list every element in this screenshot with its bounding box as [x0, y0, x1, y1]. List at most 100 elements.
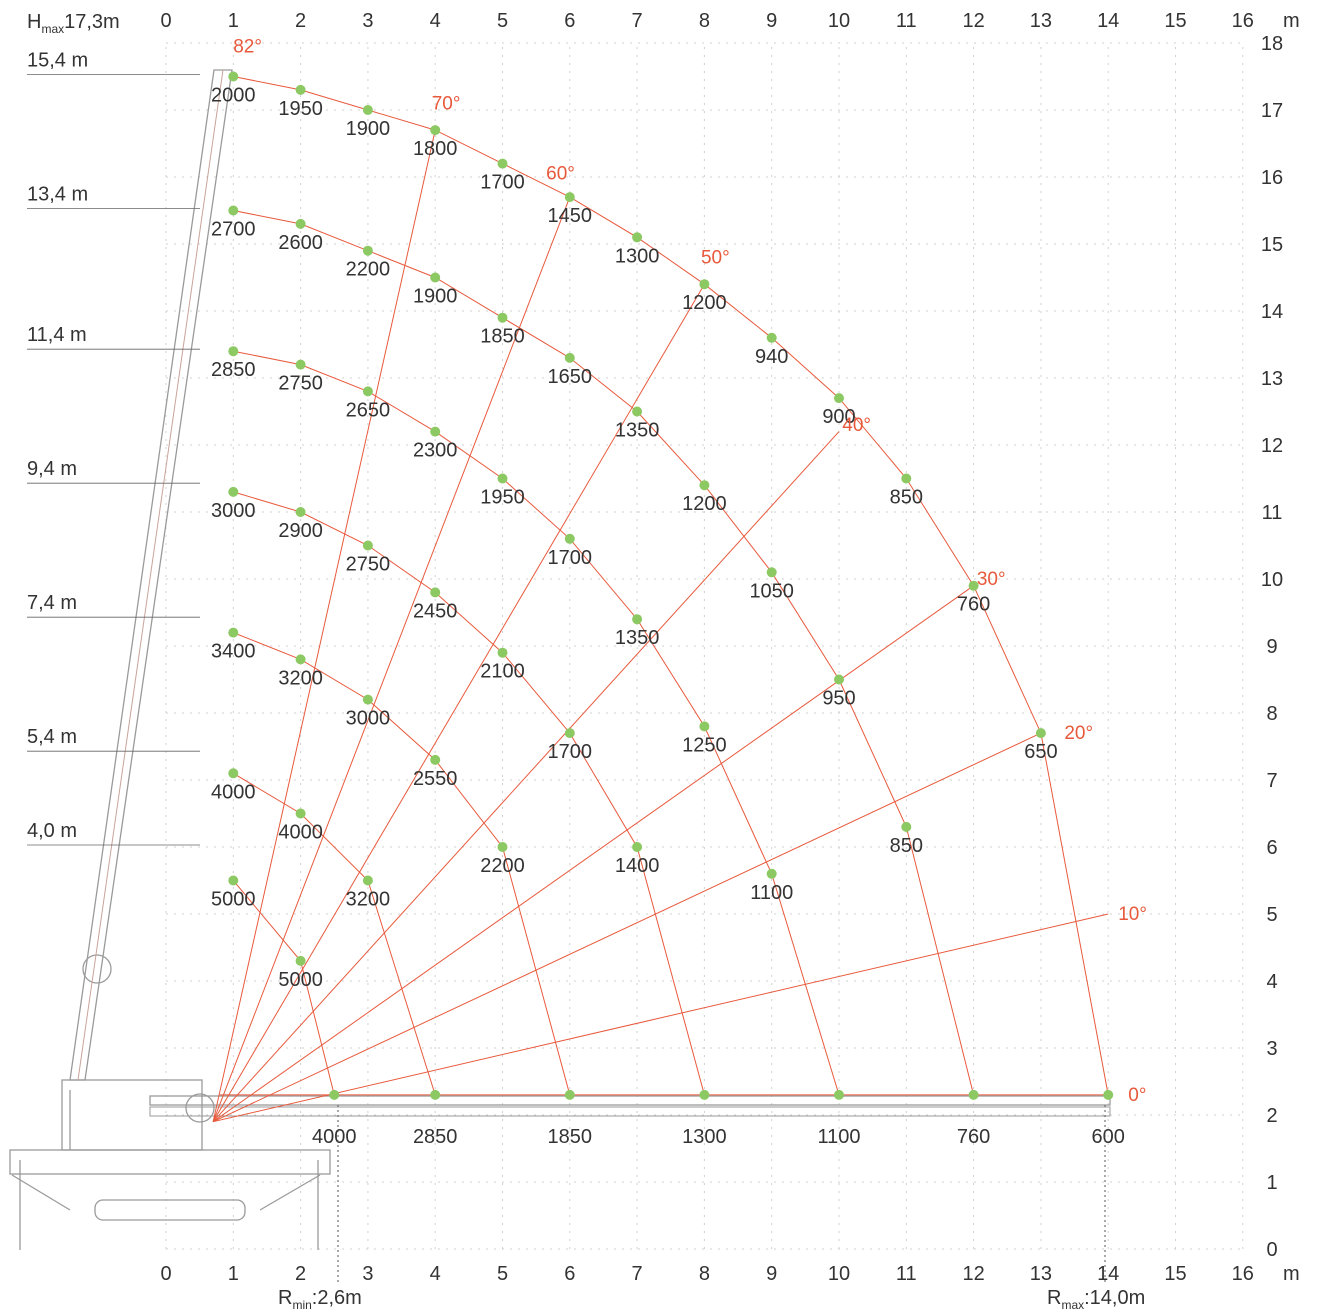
load-value: 1200: [682, 292, 727, 314]
y-tick: 12: [1261, 435, 1283, 457]
rmax-label: Rmax:14,0m: [1047, 1287, 1145, 1312]
load-point: [295, 359, 306, 370]
load-value: 950: [822, 688, 855, 710]
angle-ray: [212, 913, 1109, 1123]
angle-labels: 82° 70° 60° 50° 40° 30° 20° 10° 0°: [233, 36, 1147, 1106]
load-points: [228, 71, 1114, 1100]
x-tick-top: 10: [828, 10, 850, 32]
load-point: [834, 393, 844, 404]
load-point: [228, 205, 239, 216]
grid: [165, 42, 1244, 1250]
y-tick: 5: [1266, 904, 1277, 926]
boom-length-label: 11,4 m: [27, 324, 87, 346]
x-tick-bottom: 4: [430, 1263, 441, 1285]
load-point: [228, 627, 239, 638]
angle-ray: [212, 129, 436, 1122]
load-value: 850: [890, 487, 923, 509]
x-tick-bottom: 15: [1164, 1263, 1186, 1285]
x-tick-bottom: 11: [896, 1263, 917, 1285]
load-point: [564, 728, 575, 739]
angle-label: 0°: [1128, 1085, 1146, 1106]
load-point: [295, 507, 306, 517]
load-value: 5000: [278, 969, 323, 991]
load-point: [430, 426, 441, 437]
boom-length-label: 13,4 m: [27, 184, 88, 206]
y-tick: 17: [1261, 100, 1283, 122]
axis-ticks: 0011223344556677889910101111121213131414…: [160, 10, 1299, 1285]
load-value: 1900: [413, 286, 458, 308]
load-value: 1350: [615, 627, 660, 649]
x-tick-bottom: 9: [766, 1263, 777, 1285]
load-point: [497, 842, 508, 852]
load-value: 3400: [211, 641, 256, 663]
y-tick: 15: [1261, 234, 1283, 256]
angle-label: 82°: [233, 36, 262, 57]
load-value: 1700: [480, 172, 525, 194]
load-value: 1250: [682, 734, 727, 756]
load-value: 850: [890, 835, 923, 857]
load-point: [766, 868, 777, 879]
x-unit-bottom: m: [1283, 1263, 1300, 1285]
load-value: 2450: [413, 600, 458, 622]
load-value: 2100: [480, 661, 525, 683]
load-value: 1300: [615, 245, 660, 267]
load-value: 1200: [682, 493, 727, 515]
boom-length-label: 7,4 m: [27, 592, 77, 614]
load-point: [699, 1089, 710, 1100]
load-point: [228, 875, 239, 886]
x-tick-top: 14: [1097, 10, 1119, 32]
load-value: 1800: [413, 138, 458, 160]
load-point: [968, 580, 979, 591]
y-tick: 6: [1266, 837, 1277, 859]
load-value: 2650: [346, 399, 391, 421]
load-point: [699, 721, 710, 732]
x-tick-bottom: 0: [160, 1263, 171, 1285]
angle-label: 20°: [1064, 723, 1093, 744]
load-point: [295, 84, 306, 95]
x-tick-bottom: 3: [362, 1263, 373, 1285]
angle-label: 60°: [546, 164, 575, 185]
boom-length-arcs: [232, 76, 1109, 1096]
load-point: [901, 821, 912, 832]
load-value: 2300: [413, 440, 458, 462]
crane-boom: [69, 69, 233, 1150]
y-tick: 13: [1261, 368, 1283, 390]
load-value: 2600: [278, 232, 323, 254]
load-value: 3200: [346, 889, 391, 911]
load-value: 2900: [278, 520, 323, 542]
load-value: 4000: [278, 822, 323, 844]
angle-ray: [212, 196, 571, 1122]
load-point: [295, 218, 306, 229]
y-tick: 8: [1266, 703, 1277, 725]
load-point: [228, 486, 239, 497]
boom-length-label: 9,4 m: [27, 458, 77, 480]
load-point: [632, 406, 643, 417]
y-tick: 7: [1266, 770, 1277, 792]
load-point: [564, 352, 575, 363]
boom-arc: [233, 772, 436, 1096]
load-point: [295, 654, 306, 665]
boom-arc: [233, 76, 1109, 1095]
load-value: 5000: [211, 889, 256, 911]
crane-drawing: [9, 69, 1111, 1250]
boom-length-label: 5,4 m: [27, 726, 77, 748]
x-tick-top: 0: [160, 10, 171, 32]
load-value: 2750: [278, 373, 323, 395]
load-point: [564, 1089, 575, 1100]
x-tick-bottom: 2: [295, 1263, 306, 1285]
x-tick-bottom: 7: [632, 1263, 643, 1285]
load-value: 1300: [682, 1126, 727, 1148]
boom-length-label: 15,4 m: [27, 50, 88, 72]
load-point: [430, 125, 441, 136]
x-unit-top: m: [1283, 10, 1300, 32]
load-value: 2550: [413, 768, 458, 790]
load-value: 940: [755, 346, 788, 368]
x-tick-top: 8: [699, 10, 710, 32]
load-point: [295, 808, 306, 819]
x-tick-top: 3: [362, 10, 373, 32]
load-point: [968, 1089, 979, 1100]
load-point: [228, 768, 239, 779]
x-tick-top: 9: [766, 10, 777, 32]
y-tick: 16: [1261, 167, 1283, 189]
load-point: [632, 232, 643, 243]
